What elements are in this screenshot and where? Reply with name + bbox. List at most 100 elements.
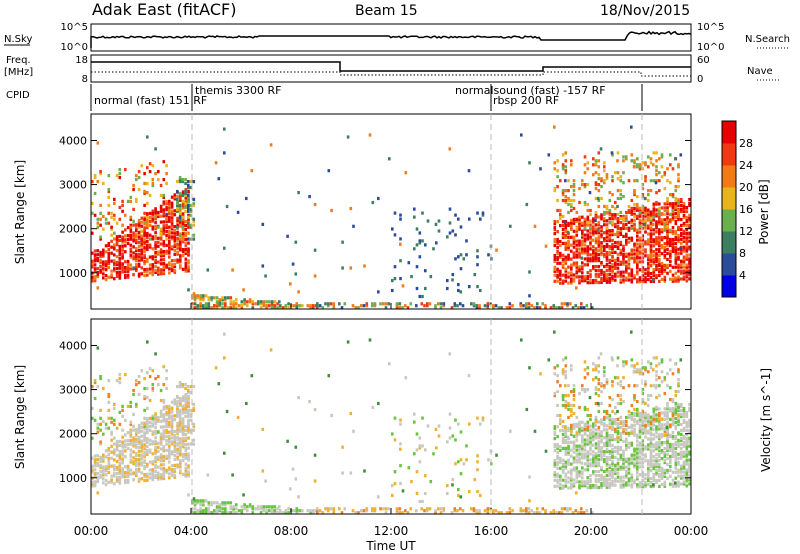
power-cell [143, 219, 146, 223]
power-cell [561, 167, 565, 171]
velocity-cell [168, 414, 171, 418]
power-cell [284, 306, 288, 310]
velocity-cell [625, 443, 628, 447]
velocity-cell [170, 432, 174, 436]
velocity-cell [655, 445, 658, 449]
velocity-cell [647, 475, 650, 479]
velocity-cell [597, 388, 601, 392]
velocity-cell [581, 466, 584, 470]
velocity-cell [671, 454, 675, 458]
power-cell [184, 204, 188, 208]
power-cell [129, 233, 133, 237]
velocity-cell [472, 507, 476, 511]
velocity-cell [187, 446, 190, 450]
power-cell [592, 163, 595, 167]
power-cell [140, 250, 144, 254]
power-cell [459, 302, 462, 306]
velocity-cell [592, 362, 595, 366]
velocity-cell [600, 430, 603, 434]
velocity-cell [625, 360, 628, 364]
power-cell [605, 276, 609, 280]
power-cell [649, 276, 653, 280]
velocity-cell [148, 375, 152, 379]
power-cell [600, 272, 603, 277]
power-cell [96, 217, 100, 221]
power-cell [638, 208, 642, 212]
power-cell [388, 157, 391, 161]
power-cell [603, 204, 606, 209]
power-cell [655, 220, 658, 224]
velocity-cell [671, 470, 675, 474]
power-cell [567, 210, 570, 214]
power-cell [589, 275, 592, 279]
power-cell [129, 267, 133, 271]
power-cell [581, 267, 584, 271]
power-cell [589, 241, 592, 245]
power-cell [592, 227, 595, 231]
velocity-cell [556, 484, 559, 488]
velocity-cell [559, 474, 562, 478]
velocity-cell [176, 437, 179, 441]
power-cell [124, 270, 127, 274]
velocity-cell [660, 470, 664, 475]
power-cell [616, 252, 620, 256]
power-cell [633, 222, 636, 226]
power-cell [666, 271, 669, 275]
power-cell [630, 218, 634, 222]
velocity-cell [226, 501, 230, 505]
velocity-cell [387, 507, 391, 511]
power-cell [558, 306, 561, 310]
velocity-cell [658, 464, 661, 469]
power-cell [614, 258, 617, 262]
power-cell [679, 246, 683, 250]
velocity-cell [165, 454, 168, 458]
power-cell [173, 244, 177, 249]
nsearch-label: N.Search [745, 34, 790, 45]
power-cell [647, 256, 650, 260]
power-cell [178, 217, 182, 221]
velocity-cell [181, 420, 185, 424]
power-cell [559, 273, 562, 277]
velocity-cell [608, 477, 612, 481]
power-cell [207, 302, 211, 306]
power-cell [589, 243, 592, 247]
power-cell [671, 226, 675, 230]
power-cell [170, 209, 174, 213]
velocity-cell [564, 448, 568, 452]
power-cell [652, 206, 656, 210]
velocity-cell [179, 471, 182, 475]
velocity-cell [671, 398, 675, 402]
power-cell [625, 254, 628, 258]
power-cell [399, 237, 402, 241]
power-cell [146, 191, 149, 195]
velocity-cell [622, 457, 625, 461]
power-cell [187, 205, 190, 209]
velocity-cell [575, 458, 579, 462]
power-cell [218, 300, 222, 304]
velocity-cell [630, 477, 634, 481]
velocity-cell [173, 440, 177, 444]
power-cell [442, 302, 446, 306]
velocity-cell [265, 509, 268, 513]
velocity-cell [570, 403, 573, 408]
velocity-cell [179, 413, 182, 417]
velocity-cell [451, 434, 455, 438]
velocity-cell [649, 461, 653, 465]
power-cell [179, 220, 182, 224]
velocity-cell [475, 511, 479, 515]
velocity-cell [644, 477, 647, 481]
power-cell [187, 223, 190, 227]
power-cell [666, 218, 669, 222]
power-cell [622, 218, 625, 222]
velocity-cell [652, 445, 656, 449]
velocity-cell [184, 394, 187, 399]
power-cell [652, 151, 656, 155]
velocity-cell [99, 473, 102, 477]
power-cell [622, 252, 625, 256]
power-cell [578, 227, 581, 231]
velocity-cell [178, 420, 182, 424]
velocity-cell [630, 453, 634, 457]
velocity-cell [625, 447, 628, 451]
velocity-cell [641, 457, 645, 461]
velocity-cell [608, 442, 612, 446]
